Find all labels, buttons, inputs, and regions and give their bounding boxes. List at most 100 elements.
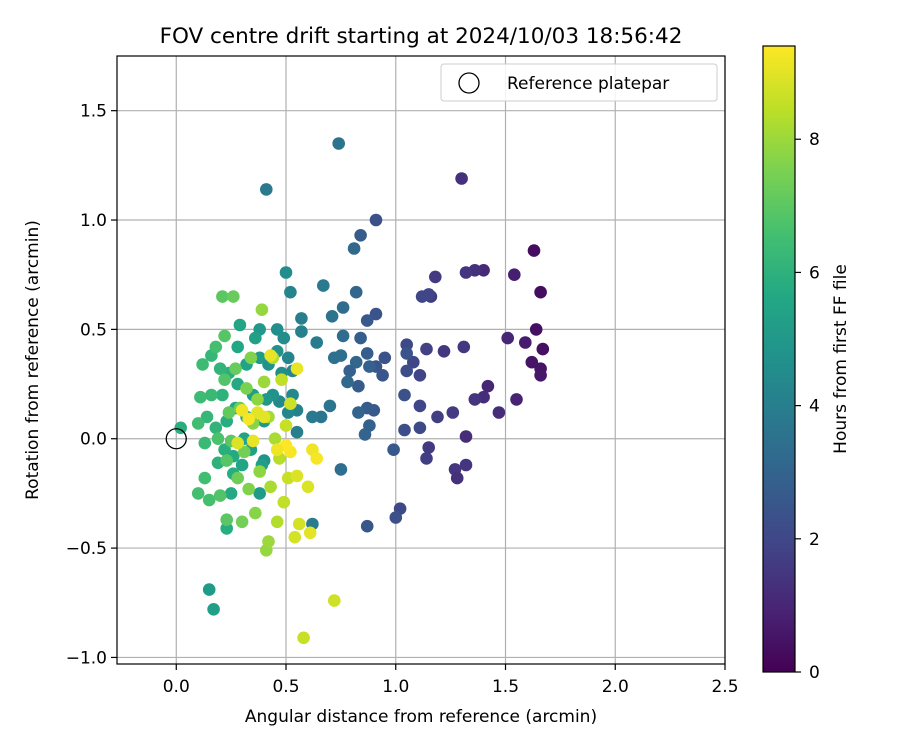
- data-point: [257, 375, 271, 389]
- data-point: [270, 515, 284, 529]
- data-point: [508, 268, 521, 282]
- legend: Reference platepar: [440, 63, 718, 102]
- data-point: [211, 432, 225, 446]
- data-point: [459, 266, 473, 279]
- data-point: [207, 603, 220, 616]
- data-point: [235, 458, 249, 472]
- plot-area: [117, 56, 725, 664]
- data-point: [253, 351, 266, 365]
- data-point: [200, 410, 214, 424]
- data-point: [253, 465, 266, 478]
- data-point: [360, 519, 374, 533]
- x-tick-label: 0.0: [163, 677, 190, 697]
- data-point: [459, 430, 473, 443]
- data-point: [415, 290, 429, 303]
- data-point: [249, 331, 262, 345]
- data-point: [303, 526, 317, 540]
- data-point: [205, 388, 218, 402]
- data-point: [317, 279, 330, 292]
- colorbar-ticks: 0 2 4 6 8: [795, 130, 820, 683]
- legend-label: Reference platepar: [507, 74, 669, 94]
- data-point: [238, 445, 251, 459]
- data-point: [220, 522, 233, 535]
- y-tick-label: 0.5: [80, 320, 107, 340]
- data-point: [336, 301, 350, 314]
- y-tick-label: 1.0: [80, 211, 107, 231]
- data-point: [352, 379, 365, 393]
- data-point: [400, 364, 414, 378]
- data-point: [279, 419, 293, 432]
- data-point: [277, 495, 291, 509]
- data-point: [492, 406, 506, 419]
- data-point: [455, 172, 468, 185]
- data-point: [262, 535, 275, 548]
- data-point: [301, 480, 315, 494]
- data-point: [251, 406, 264, 419]
- data-point: [360, 347, 374, 360]
- data-point: [413, 421, 427, 435]
- data-point: [231, 436, 244, 450]
- data-point: [222, 406, 236, 419]
- data-point: [202, 583, 216, 596]
- data-point: [358, 428, 372, 441]
- y-tick-label: 0.0: [80, 430, 107, 450]
- reference-platepar-marker: [165, 428, 187, 450]
- data-point: [288, 530, 302, 544]
- y-tick-label: 1.5: [80, 102, 107, 122]
- data-point: [341, 375, 354, 389]
- data-point: [202, 493, 216, 507]
- data-point: [196, 358, 209, 371]
- legend-marker-open-circle: [458, 72, 480, 94]
- data-point: [525, 355, 539, 369]
- data-point: [279, 266, 293, 279]
- data-point: [387, 443, 400, 457]
- data-point: [220, 454, 233, 467]
- colorbar-tick-label: 0: [809, 663, 820, 683]
- data-point: [354, 331, 367, 345]
- x-tick-label: 0.5: [272, 677, 299, 697]
- data-point: [264, 480, 277, 494]
- data-point: [275, 373, 288, 387]
- data-point: [198, 436, 212, 450]
- colorbar-label: Hours from first FF file: [831, 264, 851, 454]
- data-point: [295, 325, 308, 338]
- data-point: [233, 318, 247, 332]
- data-point: [235, 404, 249, 417]
- data-point: [389, 511, 403, 524]
- data-point: [242, 482, 255, 496]
- data-point: [413, 369, 427, 382]
- x-axis-label: Angular distance from reference (arcmin): [245, 707, 597, 727]
- data-point: [450, 471, 464, 485]
- data-point: [264, 349, 277, 362]
- data-point: [457, 340, 471, 354]
- x-tick-label: 1.0: [382, 677, 409, 697]
- colorbar: [762, 45, 796, 673]
- x-tick-label: 2.5: [711, 677, 738, 697]
- data-point: [534, 369, 547, 382]
- data-point: [260, 183, 273, 196]
- data-point: [216, 290, 229, 303]
- data-point: [209, 421, 223, 435]
- data-point: [360, 314, 374, 327]
- data-point: [354, 229, 367, 242]
- data-point: [281, 351, 295, 365]
- data-point: [398, 388, 411, 402]
- data-point: [290, 425, 304, 439]
- data-point: [310, 452, 324, 465]
- data-point: [231, 471, 244, 485]
- data-point: [400, 338, 414, 352]
- data-point: [420, 342, 433, 356]
- data-point: [519, 336, 532, 349]
- chart-title: FOV centre drift starting at 2024/10/03 …: [160, 24, 683, 49]
- data-point: [334, 463, 348, 476]
- data-point: [284, 397, 297, 411]
- data-point: [536, 342, 550, 356]
- data-point: [325, 310, 339, 323]
- data-point: [328, 594, 341, 607]
- plot-frame: [116, 55, 726, 665]
- data-point: [332, 137, 346, 150]
- data-point: [251, 393, 264, 406]
- data-point: [481, 379, 495, 393]
- data-point: [194, 390, 207, 404]
- data-point: [422, 441, 436, 454]
